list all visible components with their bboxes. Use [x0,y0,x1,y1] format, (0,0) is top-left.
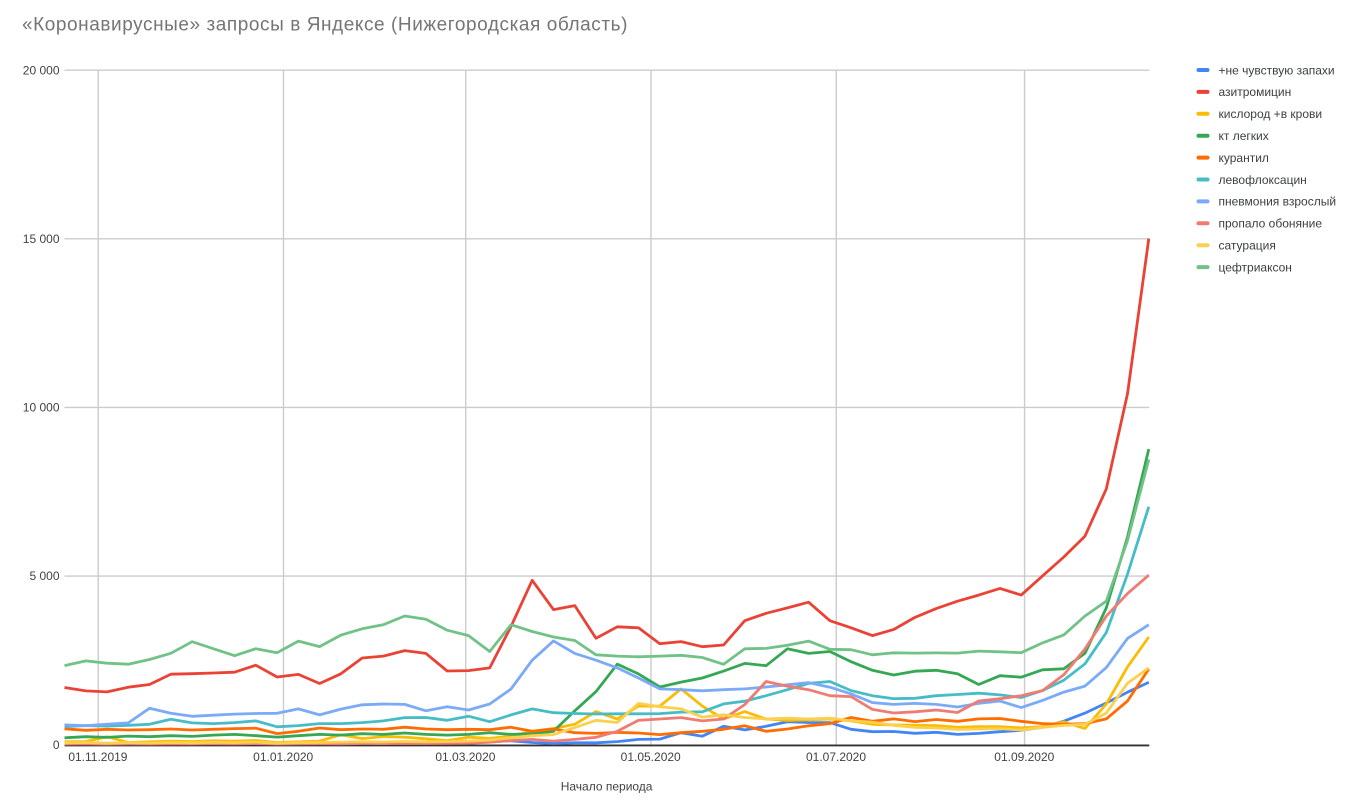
svg-text:01.07.2020: 01.07.2020 [806,750,866,764]
svg-text:Начало периода: Начало периода [561,780,653,794]
svg-text:пропало обоняние: пропало обоняние [1219,217,1323,231]
svg-text:15 000: 15 000 [23,232,60,246]
svg-text:цефтриаксон: цефтриаксон [1219,260,1292,274]
svg-text:кт легких: кт легких [1219,129,1269,143]
svg-text:01.09.2020: 01.09.2020 [994,750,1054,764]
svg-text:01.01.2020: 01.01.2020 [253,750,313,764]
svg-text:«Коронавирусные» запросы в Янд: «Коронавирусные» запросы в Яндексе (Ниже… [22,15,628,36]
svg-text:левофлоксацин: левофлоксацин [1219,173,1307,187]
svg-text:азитромицин: азитромицин [1219,85,1292,99]
svg-text:01.03.2020: 01.03.2020 [435,750,495,764]
svg-text:+не чувствую запахи: +не чувствую запахи [1219,63,1335,77]
svg-text:10 000: 10 000 [23,401,60,415]
svg-text:пневмония взрослый: пневмония взрослый [1219,195,1337,209]
svg-text:сатурация: сатурация [1219,239,1276,253]
svg-text:20 000: 20 000 [23,63,60,77]
svg-text:01.05.2020: 01.05.2020 [621,750,681,764]
svg-text:курантил: курантил [1219,151,1269,165]
svg-text:0: 0 [53,738,60,752]
svg-text:5 000: 5 000 [29,569,59,583]
svg-text:01.11.2019: 01.11.2019 [68,750,127,764]
svg-text:кислород +в крови: кислород +в крови [1219,107,1323,121]
